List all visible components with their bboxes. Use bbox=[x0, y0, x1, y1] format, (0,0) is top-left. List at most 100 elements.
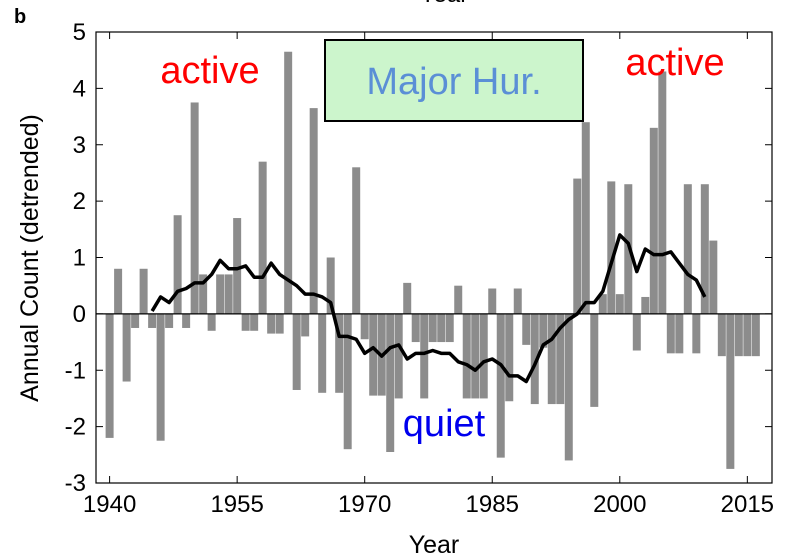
bar bbox=[216, 274, 225, 314]
bar bbox=[275, 313, 284, 334]
bar bbox=[590, 313, 599, 407]
panel-label: b bbox=[14, 6, 26, 28]
x-tick-label: 1985 bbox=[466, 491, 519, 518]
bar bbox=[241, 313, 250, 331]
bar bbox=[632, 313, 641, 351]
annotation: active bbox=[625, 42, 724, 84]
bar bbox=[233, 218, 242, 314]
bar bbox=[326, 257, 335, 314]
bar bbox=[581, 122, 590, 314]
y-axis-label: Annual Count (detrended) bbox=[16, 114, 44, 402]
annotation: Major Hur. bbox=[366, 61, 541, 103]
bar bbox=[522, 313, 531, 345]
bar bbox=[394, 313, 403, 399]
bar bbox=[156, 313, 165, 441]
bar bbox=[743, 313, 752, 357]
bar bbox=[488, 288, 497, 314]
bar bbox=[369, 313, 378, 396]
x-tick-label: 1970 bbox=[338, 491, 391, 518]
bar bbox=[726, 313, 735, 469]
x-axis-label: Year bbox=[409, 531, 460, 559]
bar bbox=[292, 313, 301, 390]
bar bbox=[309, 108, 318, 314]
bar bbox=[301, 313, 310, 337]
bar bbox=[428, 313, 437, 343]
bar bbox=[114, 268, 123, 314]
bar bbox=[267, 313, 276, 334]
bar bbox=[556, 313, 565, 405]
bar bbox=[454, 285, 463, 314]
bar bbox=[250, 313, 259, 331]
y-tick-label: 5 bbox=[73, 19, 86, 46]
annotation-box bbox=[324, 39, 584, 122]
bar bbox=[700, 184, 709, 314]
bar bbox=[462, 313, 471, 399]
bar bbox=[734, 313, 743, 357]
y-tick-label: 2 bbox=[73, 188, 86, 215]
bar bbox=[658, 71, 667, 314]
bar bbox=[496, 313, 505, 458]
bar bbox=[335, 313, 344, 393]
trend-line bbox=[150, 233, 707, 384]
y-tick-label: 0 bbox=[73, 301, 86, 328]
bar bbox=[105, 313, 114, 438]
bar bbox=[139, 268, 148, 314]
x-tick-label: 2000 bbox=[593, 491, 646, 518]
annotation: quiet bbox=[403, 403, 486, 445]
bar bbox=[547, 313, 556, 405]
y-tick-label: 3 bbox=[73, 132, 86, 159]
x-tick-label: 1940 bbox=[83, 491, 136, 518]
bar bbox=[445, 313, 454, 343]
bar bbox=[207, 313, 216, 331]
bar bbox=[564, 313, 573, 461]
bar bbox=[683, 184, 692, 314]
x-tick-label: 1955 bbox=[210, 491, 263, 518]
bar bbox=[675, 313, 684, 354]
annotation: active bbox=[160, 50, 259, 92]
bar bbox=[641, 296, 650, 314]
y-tick-label: 4 bbox=[73, 75, 86, 102]
bar bbox=[598, 294, 607, 314]
bar bbox=[258, 161, 267, 314]
y-tick-label: -1 bbox=[65, 357, 86, 384]
bar bbox=[751, 313, 760, 357]
bar bbox=[437, 313, 446, 343]
bar bbox=[539, 313, 548, 348]
bar bbox=[420, 313, 429, 399]
bar bbox=[471, 313, 480, 399]
bar bbox=[122, 313, 131, 382]
bar bbox=[649, 127, 658, 314]
bar bbox=[513, 288, 522, 314]
bar bbox=[318, 313, 327, 393]
bar bbox=[403, 282, 412, 314]
bar bbox=[709, 240, 718, 314]
bar bbox=[717, 313, 726, 357]
bar bbox=[131, 313, 140, 328]
bar bbox=[224, 274, 233, 314]
bar bbox=[607, 181, 616, 314]
bar bbox=[360, 313, 369, 340]
y-tick-label: -3 bbox=[65, 470, 86, 497]
bar bbox=[343, 313, 352, 450]
bar bbox=[199, 274, 208, 314]
bar bbox=[352, 167, 361, 314]
bar bbox=[386, 313, 395, 452]
bar bbox=[666, 313, 675, 354]
bar bbox=[284, 51, 293, 314]
bar bbox=[505, 313, 514, 402]
bar bbox=[692, 313, 701, 354]
bar bbox=[530, 313, 539, 405]
y-tick-label: -2 bbox=[65, 414, 86, 441]
bar bbox=[165, 313, 174, 328]
bar bbox=[615, 294, 624, 314]
bar bbox=[190, 102, 199, 314]
bar bbox=[479, 313, 488, 399]
bar bbox=[411, 313, 420, 343]
bar bbox=[173, 215, 182, 314]
x-tick-label: 2015 bbox=[721, 491, 774, 518]
bar bbox=[148, 313, 157, 328]
bar bbox=[573, 178, 582, 314]
top-label: Year bbox=[420, 0, 469, 8]
